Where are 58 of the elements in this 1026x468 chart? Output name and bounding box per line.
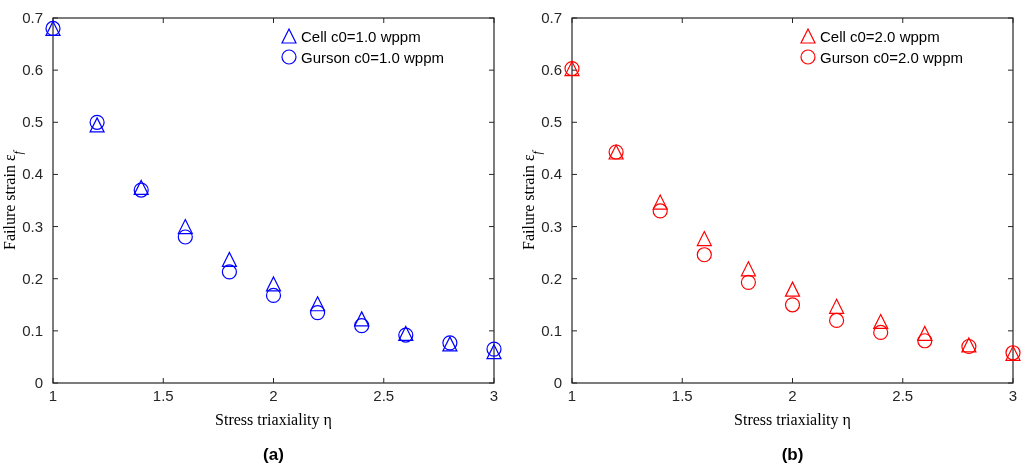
y-tick-label: 0.5 [541,113,562,131]
y-tick-label: 0.2 [22,269,43,287]
point [917,333,933,349]
point [177,218,193,235]
x-axis-title: Stress triaxiality η [734,411,851,429]
y-tick-label: 0.7 [541,9,562,26]
x-tick-label: 1.5 [152,387,174,404]
point [829,312,845,329]
point [652,203,668,219]
point [221,251,237,268]
y-tick-label: 0.7 [22,9,43,26]
y-tick-label: 0.2 [541,269,562,287]
point [265,276,282,292]
x-axis-title: Stress triaxiality η [215,411,332,429]
x-tick-label: 1 [567,387,577,404]
legend-label: Cell c0=1.0 wppm [301,28,421,45]
point [829,298,845,314]
x-tick-label: 2.5 [373,387,395,404]
point [652,194,668,210]
x-tick-label: 2 [788,387,797,404]
point [354,311,370,327]
y-tick-label: 0.6 [22,61,43,79]
point [310,296,326,312]
y-tick-label: 0.4 [22,165,43,183]
point [696,247,712,263]
point [354,318,370,334]
text: (b) [781,445,804,464]
point [873,324,889,341]
legend-label: Gurson c0=2.0 wppm [820,49,963,66]
x-tick-label: 1.5 [671,387,693,404]
y-tick-label: 0 [553,374,562,391]
x-tick-label: 1 [48,387,58,404]
y-tick-label: 0.3 [541,217,562,235]
point [265,287,282,303]
y-tick-label: 0.3 [22,217,43,235]
point [917,325,933,342]
legend-label: Gurson c0=1.0 wppm [301,49,444,66]
y-tick-label: 0.5 [22,113,43,131]
x-tick-label: 3 [489,387,499,404]
x-tick-label: 2.5 [892,387,914,404]
point [696,230,712,247]
point [784,297,801,313]
y-tick-label: 0 [34,374,43,391]
y-tick-label: 0.6 [541,61,562,79]
y-tick-label: 0.1 [22,321,43,339]
point [740,274,756,290]
x-tick-label: 3 [1008,387,1018,404]
point [784,281,801,297]
legend-label: Cell c0=2.0 wppm [820,28,940,45]
point [310,305,326,321]
point [177,229,193,245]
point [221,264,237,280]
point [873,313,889,330]
x-tick-label: 2 [269,387,278,404]
y-tick-label: 0.4 [541,165,562,183]
text: (a) [263,445,284,464]
y-tick-label: 0.1 [541,321,562,339]
point [740,261,756,277]
